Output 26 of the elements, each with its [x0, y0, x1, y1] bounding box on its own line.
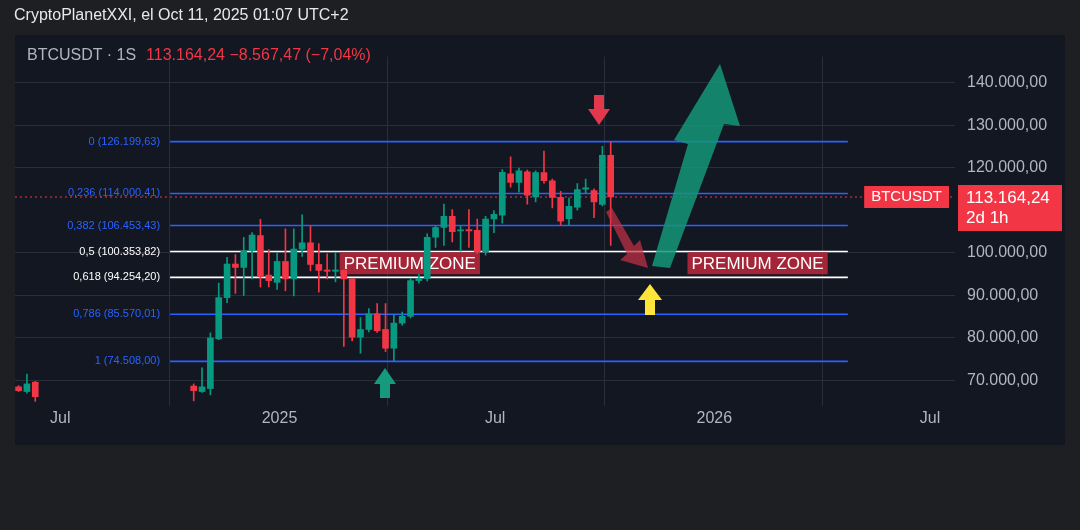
y-tick-label: 100.000,00	[967, 243, 1048, 261]
ref-line-label: 0,618 (94.254,20)	[73, 270, 161, 283]
ref-line-label: BTCUSDT	[871, 187, 943, 205]
x-tick-label: 2026	[696, 409, 733, 427]
ref-line-label: 0,382 (106.453,43)	[67, 218, 161, 231]
y-tick-label: 130.000,00	[967, 115, 1048, 133]
ref-line-label: 0,5 (100.353,82)	[79, 244, 161, 257]
y-tick-label: 120.000,00	[967, 158, 1048, 176]
y-tick-label: 80.000,00	[967, 328, 1039, 346]
y-tick-label: 70.000,00	[967, 370, 1039, 388]
annotation: PREMIUM ZONE	[691, 253, 824, 273]
annotation: 113.164,24 −8.567,47 (−7,04%)	[146, 46, 371, 63]
chart-subtitle: BTCUSDT · 1S	[27, 46, 137, 63]
annotation: PREMIUM ZONE	[343, 253, 476, 273]
text: 113.164,24 2d 1h	[966, 187, 1050, 227]
x-tick-label: Jul	[50, 409, 71, 427]
ref-line-label: 0 (126.199,63)	[88, 134, 161, 147]
y-tick-label: 90.000,00	[967, 285, 1039, 303]
y-tick-label: 140.000,00	[967, 73, 1048, 91]
ref-line-label: 0,786 (85.570,01)	[73, 307, 161, 320]
ref-line-label: 1 (74.508,00)	[94, 354, 161, 367]
x-tick-label: Jul	[919, 409, 941, 427]
x-tick-label: 2025	[261, 409, 298, 427]
ref-line-label: 0,236 (114.000,41)	[67, 186, 161, 199]
chart-title: CryptoPlanetXXI, el Oct 11, 2025 01:07 UTC+2	[14, 6, 349, 24]
x-tick-label: Jul	[484, 409, 506, 427]
